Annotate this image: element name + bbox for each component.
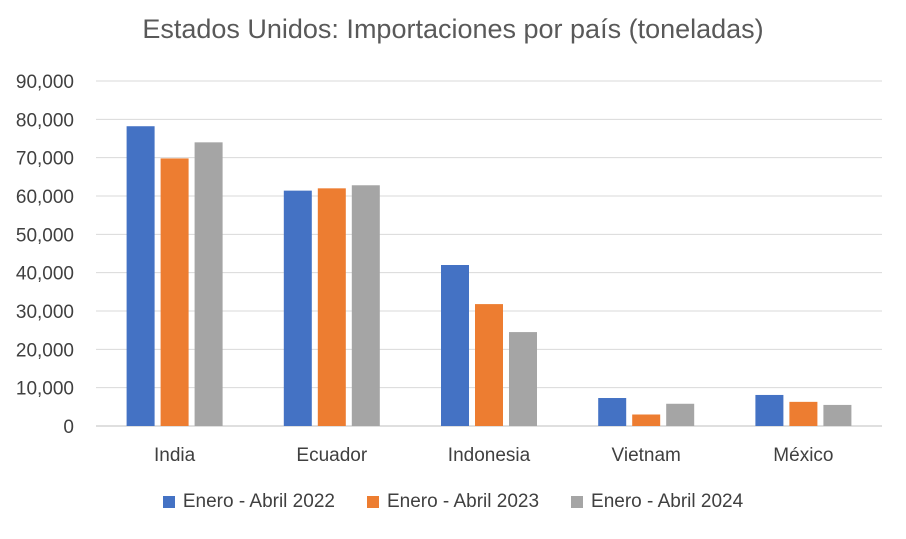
bar-vietnam-s1 [632, 414, 661, 426]
y-tick-label: 10,000 [16, 379, 74, 400]
y-tick-label: 80,000 [16, 110, 74, 131]
x-tick-label: Indonesia [448, 445, 531, 466]
legend-label-2023: Enero - Abril 2023 [386, 491, 540, 512]
y-tick-label: 60,000 [16, 187, 74, 208]
y-tick-label: 90,000 [16, 72, 74, 93]
bar-india-s0 [126, 126, 155, 426]
legend-item-2022: Enero - Abril 2022 [162, 491, 335, 513]
x-tick-label: Ecuador [296, 445, 367, 466]
legend-swatch-2022 [162, 496, 175, 508]
bars [126, 126, 852, 427]
y-tick-label: 30,000 [16, 302, 74, 323]
y-tick-label: 20,000 [16, 340, 74, 361]
bar-m-xico-s1 [789, 401, 818, 426]
bar-indonesia-s1 [475, 304, 503, 426]
legend: Enero - Abril 2022 Enero - Abril 2023 En… [0, 491, 906, 513]
legend-label-2024: Enero - Abril 2024 [591, 491, 744, 512]
bar-ecuador-s0 [283, 190, 312, 426]
legend-item-2023: Enero - Abril 2023 [366, 491, 540, 513]
bar-m-xico-s0 [755, 394, 784, 426]
bar-vietnam-s2 [666, 403, 695, 426]
x-tick-label: Vietnam [612, 445, 681, 466]
legend-swatch-2024 [571, 496, 584, 508]
chart-title: Estados Unidos: Importaciones por país (… [142, 14, 764, 44]
bar-indonesia-s2 [509, 332, 537, 426]
bar-india-s2 [194, 142, 223, 427]
x-axis-ticks: India Ecuador Indonesia Vietnam México [154, 445, 833, 466]
x-tick-label: India [154, 445, 196, 466]
y-tick-label: 70,000 [16, 149, 74, 170]
legend-item-2024: Enero - Abril 2024 [571, 491, 743, 513]
bar-vietnam-s0 [598, 398, 627, 426]
x-tick-label: México [773, 445, 833, 466]
legend-swatch-2023 [366, 496, 379, 508]
bar-ecuador-s2 [351, 185, 380, 426]
y-tick-label: 0 [63, 417, 74, 438]
bar-ecuador-s1 [317, 188, 346, 426]
bar-india-s1 [160, 158, 189, 426]
legend-label-2022: Enero - Abril 2022 [182, 491, 335, 512]
y-tick-label: 50,000 [16, 225, 74, 246]
bar-indonesia-s0 [441, 265, 469, 426]
y-axis-ticks: 0 10,000 20,000 30,000 40,000 50,000 60,000 70,… [16, 72, 74, 438]
bar-m-xico-s2 [823, 404, 852, 426]
y-tick-label: 40,000 [16, 264, 74, 285]
